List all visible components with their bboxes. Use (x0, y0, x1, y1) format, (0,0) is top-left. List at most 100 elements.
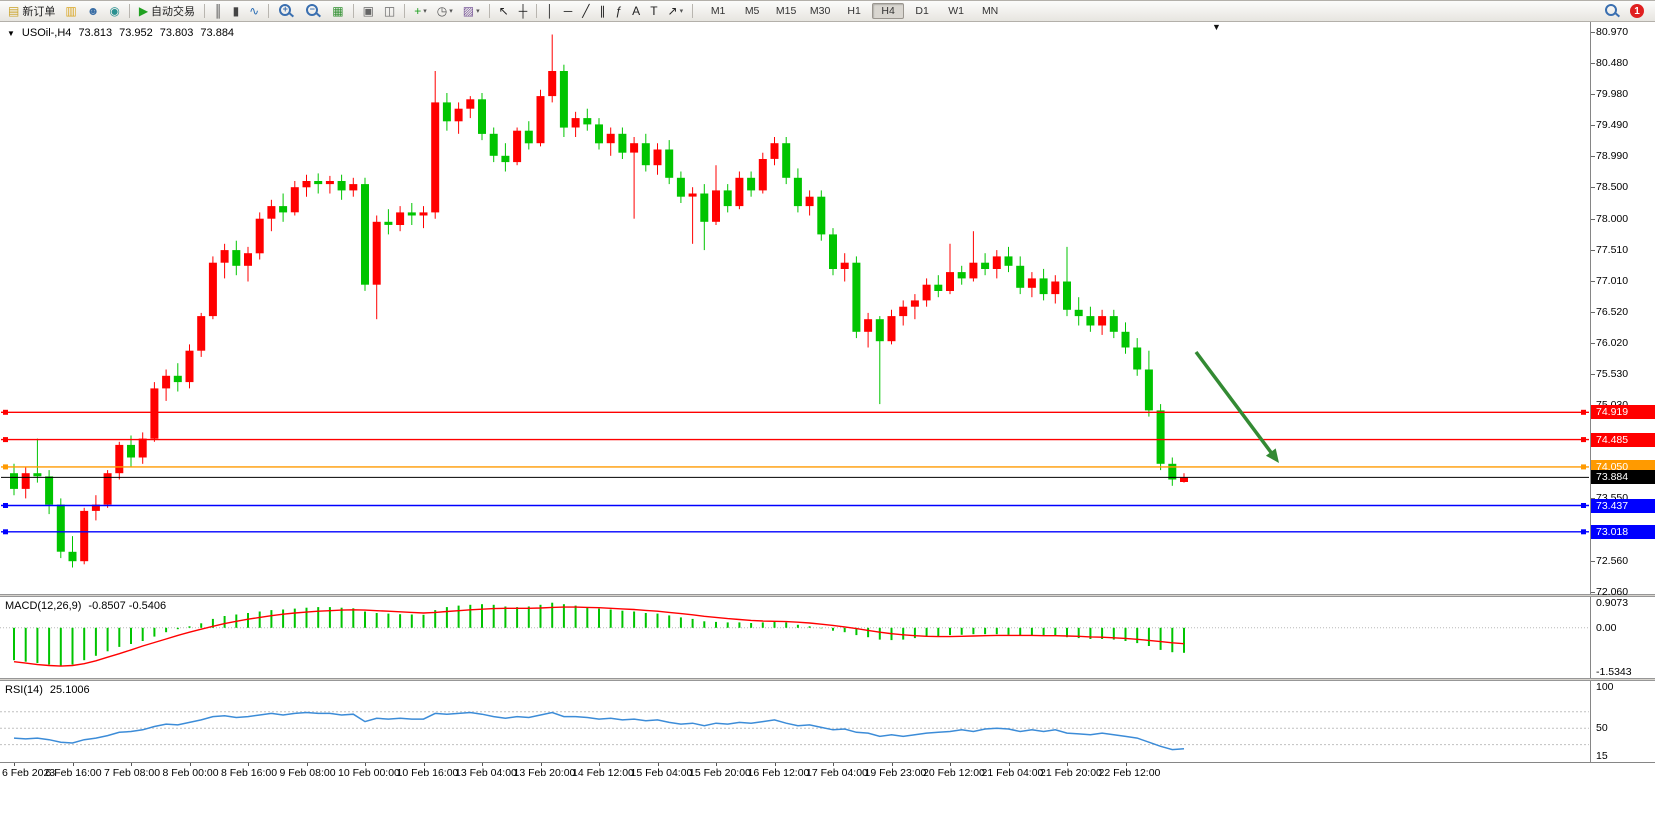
time-axis-tick (833, 763, 834, 766)
price-axis-tick (1591, 592, 1595, 593)
crosshair-button[interactable]: ┼ (515, 1, 532, 21)
toolbar-separator (128, 4, 130, 18)
navigator-button[interactable]: ◉ (105, 1, 123, 21)
cascade-windows-button[interactable]: ▣ (359, 1, 378, 21)
auto-trading-icon: ▶ (138, 4, 149, 18)
cursor-button[interactable]: ↖ (495, 1, 513, 21)
time-axis-label: 17 Feb 04:00 (806, 767, 868, 779)
timeframe-h1-button[interactable]: H1 (847, 5, 861, 17)
vertical-line-icon: │ (546, 4, 554, 18)
fibonacci-button[interactable]: ƒ (611, 1, 626, 21)
auto-arrange-button[interactable]: ▦ (328, 1, 347, 21)
macd-values-label: -0.8507 -0.5406 (88, 600, 167, 612)
arrows-tool-button[interactable]: ↗ ▾ (664, 1, 688, 21)
market-watch-button[interactable]: ▥ (61, 1, 80, 21)
macd-name-label: MACD(12,26,9) (5, 600, 82, 612)
chart-shift-marker-icon[interactable]: ▼ (1212, 22, 1221, 32)
timeframe-m5-button[interactable]: M5 (744, 5, 760, 17)
new-order-icon: ▤ (8, 4, 20, 18)
new-chart-button[interactable]: + ▾ (410, 1, 431, 21)
macd-axis-label: 0.9073 (1596, 597, 1629, 609)
tile-windows-button[interactable]: ◫ (380, 1, 399, 21)
macd-panel[interactable]: MACD(12,26,9) -0.8507 -0.5406 (0, 597, 1590, 678)
rsi-header: RSI(14) 25.1006 (5, 684, 90, 696)
main-chart-canvas[interactable] (0, 22, 1590, 594)
price-axis-label: 80.480 (1596, 56, 1629, 69)
timeframe-h4-button[interactable]: H4 (872, 3, 905, 19)
text-label-button[interactable]: T (646, 1, 661, 21)
macd-header: MACD(12,26,9) -0.8507 -0.5406 (5, 600, 166, 612)
panel-separator[interactable] (0, 594, 1655, 597)
rsi-panel[interactable]: RSI(14) 25.1006 (0, 681, 1590, 762)
time-axis-label: 9 Feb 08:00 (279, 767, 336, 779)
toolbar-buttons: ▤新订单▥☻◉▶自动交易║▮∿▦▣◫+▾◷▾▨▾↖┼│─╱∥ƒAT↗▾ (3, 1, 697, 21)
panel-separator[interactable] (0, 678, 1655, 681)
macd-axis[interactable]: 0.9073 0.00 -1.5343 (1590, 597, 1655, 678)
timeframe-d1-button[interactable]: D1 (915, 5, 929, 17)
trendline-button[interactable]: ╱ (578, 1, 593, 21)
timeframe-w1-button[interactable]: W1 (948, 5, 964, 17)
dropdown-arrow-icon: ▾ (679, 8, 684, 15)
dropdown-arrow-icon: ▾ (423, 8, 427, 15)
cursor-icon: ↖ (498, 4, 509, 18)
timeframe-mn-button[interactable]: MN (981, 5, 999, 17)
price-axis-label: 78.500 (1596, 181, 1629, 194)
timeframe-m1-button[interactable]: M1 (710, 5, 726, 17)
fibonacci-icon: ƒ (615, 4, 623, 18)
chart-template-button[interactable]: ▨ ▾ (459, 1, 484, 21)
text-button[interactable]: A (628, 1, 644, 21)
crosshair-icon: ┼ (518, 4, 528, 18)
rsi-canvas[interactable] (0, 681, 1590, 762)
line-chart-button[interactable]: ∿ (245, 1, 263, 21)
time-axis-label: 15 Feb 04:00 (630, 767, 693, 779)
rsi-axis-label: 50 (1596, 722, 1608, 735)
time-axis-tick (891, 763, 893, 766)
horizontal-line-button[interactable]: ─ (560, 1, 577, 21)
price-axis-label: 77.510 (1596, 243, 1629, 256)
trend-arrow[interactable] (1194, 350, 1279, 463)
symbol-marker-icon: ▼ (7, 29, 15, 38)
price-axis-tick (1591, 560, 1595, 562)
time-axis-tick (189, 763, 191, 766)
time-axis[interactable]: 6 Feb 2023 6 Feb 16:00 7 Feb 08:00 8 Feb 00… (0, 762, 1655, 787)
price-axis-label: 78.000 (1596, 212, 1629, 225)
market-watch-icon: ▥ (65, 4, 77, 18)
price-axis-tick (1591, 311, 1595, 313)
main-chart-panel[interactable]: ▼ USOil-,H4 73.813 73.952 73.803 73.884 … (0, 22, 1590, 594)
toolbar-separator (536, 4, 538, 18)
candlestick-chart-button[interactable]: ▮ (229, 1, 244, 21)
zoom-out-button[interactable] (301, 1, 326, 21)
new-order-button[interactable]: ▤ 新订单 (4, 1, 59, 21)
auto-trading-button[interactable]: ▶ 自动交易 (135, 1, 199, 21)
price-axis[interactable]: 80.970 80.480 79.980 79.490 78.990 78.500 78.0… (1590, 22, 1655, 598)
vertical-line-button[interactable]: │ (542, 1, 558, 21)
time-axis-tick (599, 763, 600, 766)
rsi-name-label: RSI(14) (5, 684, 43, 696)
dropdown-arrow-icon: ▾ (476, 8, 480, 15)
macd-canvas[interactable] (0, 597, 1590, 678)
time-axis-label: 10 Feb 16:00 (396, 767, 459, 779)
toolbar-separator (352, 4, 354, 18)
bar-chart-button[interactable]: ║ (210, 1, 227, 21)
macd-axis-label: -1.5343 (1596, 666, 1632, 678)
time-axis-label: 21 Feb 04:00 (981, 767, 1044, 779)
timeframe-m30-button[interactable]: M30 (809, 5, 831, 17)
data-window-button[interactable]: ☻ (83, 1, 104, 21)
chart-template-icon: ▨ (462, 4, 475, 18)
price-high: 73.952 (119, 27, 153, 39)
time-axis-tick (774, 763, 776, 766)
rsi-axis-label: 15 (1596, 750, 1608, 762)
notification-badge[interactable]: 1 (1630, 4, 1644, 18)
timeframe-toolbar: M1 M5 M15 M30 H1 H4 D1 W1 MN (701, 3, 1007, 19)
timeframe-m15-button[interactable]: M15 (775, 5, 797, 17)
zoom-in-button[interactable] (274, 1, 299, 21)
search-icon[interactable] (1605, 4, 1617, 16)
toolbar-separator (404, 4, 406, 18)
price-axis-label: 72.060 (1596, 586, 1629, 598)
rsi-axis[interactable]: 100 50 15 (1590, 681, 1655, 762)
equidistant-channel-button[interactable]: ∥ (595, 1, 609, 21)
chart-period-button[interactable]: ◷ ▾ (433, 1, 457, 21)
price-axis-label: 78.990 (1596, 150, 1629, 163)
price-axis-tick (1591, 373, 1595, 375)
